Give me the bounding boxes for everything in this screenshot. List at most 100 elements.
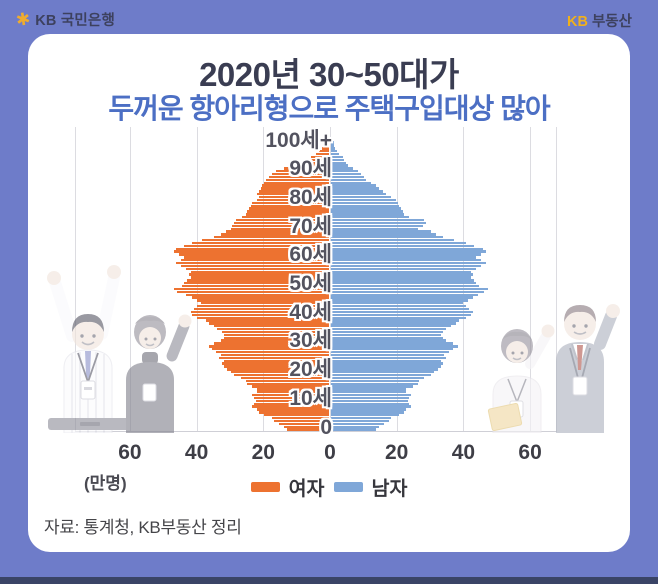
bar-male-age-66 (331, 239, 455, 242)
bar-male-age-13 (331, 391, 407, 394)
gridline (129, 127, 131, 432)
bar-male-age-89 (331, 173, 361, 176)
bar-male-age-72 (331, 221, 427, 225)
bar-female-age-30 (213, 342, 329, 345)
bar-female-age-56 (185, 267, 329, 271)
bar-female-age-80 (257, 198, 329, 202)
bar-female-age-55 (190, 270, 329, 273)
bar-female-age-68 (220, 233, 329, 236)
age-label-60: 60세 (289, 243, 332, 267)
bar-female-age-59 (180, 259, 329, 262)
bar-male-age-61 (331, 253, 482, 256)
bar-male-age-25 (331, 356, 447, 360)
bar-male-age-69 (331, 230, 432, 233)
age-label-30: 30세 (289, 329, 332, 353)
x-tick-60-left: 60 (118, 441, 142, 464)
bar-male-age-32 (331, 336, 443, 339)
bar-female-age-26 (220, 353, 329, 357)
bar-female-age-38 (205, 319, 329, 322)
bar-female-age-6 (258, 411, 329, 414)
bar-female-age-7 (257, 408, 329, 411)
gridline (330, 127, 331, 432)
bar-female-age-98 (322, 147, 329, 150)
bar-male-age-54 (331, 273, 473, 276)
bar-male-age-74 (331, 216, 410, 219)
bar-male-age-56 (331, 267, 477, 271)
bar-female-age-17 (245, 379, 329, 382)
bar-female-age-78 (250, 204, 329, 207)
bar-female-age-75 (245, 213, 329, 216)
bar-female-age-77 (248, 207, 329, 210)
bar-female-age-37 (208, 322, 329, 325)
bar-female-age-99 (324, 144, 329, 147)
bar-male-age-62 (331, 250, 487, 253)
bar-female-age-10 (255, 399, 329, 403)
bar-male-age-51 (331, 282, 477, 285)
bar-female-age-19 (233, 373, 329, 377)
bar-male-age-40 (331, 313, 472, 316)
bar-female-age-13 (257, 391, 329, 394)
bar-male-age-99 (331, 144, 334, 147)
content-card (28, 34, 630, 552)
age-label-70: 70세 (289, 214, 332, 238)
bar-male-age-17 (331, 379, 420, 382)
bar-female-age-87 (265, 178, 329, 182)
bank-name-label: KB 국민은행 (35, 13, 115, 29)
bar-male-age-18 (331, 376, 425, 380)
bar-male-age-20 (331, 371, 435, 374)
bar-male-age-97 (331, 150, 337, 153)
bar-male-age-92 (331, 164, 348, 167)
bar-male-age-79 (331, 201, 398, 205)
bar-male-age-95 (331, 155, 343, 159)
bar-female-age-93 (298, 161, 329, 164)
bar-female-age-54 (188, 273, 329, 276)
x-tick-60-right: 60 (518, 441, 542, 464)
bar-female-age-21 (227, 368, 329, 371)
bar-female-age-2 (278, 422, 329, 426)
bar-male-age-90 (331, 170, 358, 173)
bar-female-age-84 (260, 187, 329, 190)
bar-female-age-43 (197, 305, 329, 308)
bar-male-age-31 (331, 339, 447, 342)
bar-female-age-60 (183, 256, 329, 259)
x-tick-20-left: 20 (251, 441, 275, 464)
bar-female-age-67 (213, 236, 329, 239)
bar-female-age-9 (253, 402, 329, 405)
bar-male-age-1 (331, 425, 380, 428)
bar-male-age-48 (331, 290, 485, 293)
bar-male-age-3 (331, 419, 390, 423)
bar-male-age-0 (331, 428, 377, 431)
bar-male-age-39 (331, 316, 467, 319)
bar-female-age-97 (318, 150, 329, 153)
bar-male-age-85 (331, 184, 377, 187)
bar-female-age-79 (252, 201, 329, 205)
bar-female-age-96 (315, 152, 329, 156)
bar-male-age-42 (331, 307, 470, 311)
bar-female-age-47 (185, 293, 329, 296)
bar-female-age-65 (192, 241, 329, 245)
bar-female-age-74 (242, 216, 329, 219)
bar-male-age-6 (331, 411, 405, 414)
bar-female-age-41 (190, 310, 329, 314)
bar-male-age-15 (331, 385, 413, 388)
man-striped-shirt (47, 265, 136, 433)
bar-male-age-84 (331, 187, 380, 190)
bar-female-age-18 (240, 376, 329, 380)
bar-male-age-55 (331, 270, 472, 273)
bar-female-age-45 (197, 299, 329, 302)
age-label-20: 20세 (289, 358, 332, 382)
bar-male-age-28 (331, 348, 453, 351)
brand-suffix-label: 부동산 (591, 14, 632, 30)
bar-male-age-8 (331, 405, 412, 408)
bar-male-age-24 (331, 359, 442, 362)
chart-legend: 여자 남자 (28, 472, 630, 501)
man-in-suit (556, 304, 620, 433)
age-label-80: 80세 (289, 185, 332, 209)
bar-female-age-86 (263, 181, 329, 184)
bar-male-age-50 (331, 284, 480, 288)
bar-male-age-71 (331, 224, 423, 227)
bar-male-age-67 (331, 236, 443, 239)
bar-male-age-59 (331, 259, 482, 262)
bar-male-age-11 (331, 396, 410, 400)
bar-male-age-4 (331, 416, 392, 420)
